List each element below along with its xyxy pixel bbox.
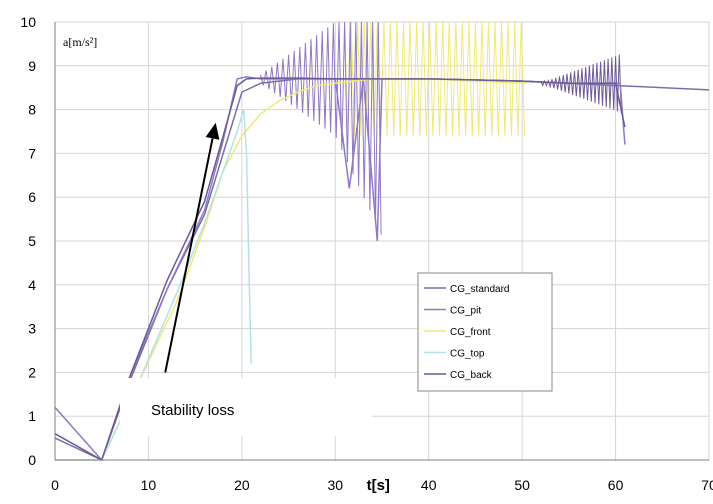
y-tick-labels: 0 1 2 3 4 5 6 7 8 9 10 [20,14,36,468]
y-tick-label: 0 [28,452,36,468]
x-tick-label: 50 [514,477,530,493]
x-tick-label: 20 [234,477,250,493]
x-tick-label: 70 [701,477,713,493]
x-axis-label: t[s] [367,477,390,494]
y-tick-label: 6 [28,189,36,205]
series-line-cg-back [54,77,626,462]
stability-loss-annotation: Stability loss [120,122,372,436]
y-tick-label: 4 [28,277,36,293]
y-tick-label: 3 [28,321,36,337]
y-tick-label: 7 [28,145,36,161]
y-tick-label: 1 [28,408,36,424]
x-tick-label: 0 [51,477,59,493]
x-tick-label: 30 [327,477,343,493]
annotation-arrow [164,138,214,373]
annotation-arrow-head [205,122,220,140]
x-tick-labels: 0 10 20 30 t[s] 40 50 60 70 [51,477,713,494]
x-tick-label: 10 [141,477,157,493]
legend: CG_standard CG_pit CG_front CG_top CG_back [417,272,553,392]
y-tick-label: 9 [28,58,36,74]
y-tick-label: 10 [20,14,36,30]
annotation-text: Stability loss [151,402,234,419]
legend-label: CG_front [450,327,491,338]
legend-label: CG_back [450,370,493,381]
x-tick-label: 40 [421,477,437,493]
legend-label: CG_pit [450,306,481,317]
y-axis-label: a[m/s²] [63,35,97,49]
legend-box [417,272,553,392]
y-tick-label: 5 [28,233,36,249]
axes [54,22,709,461]
y-tick-label: 8 [28,102,36,118]
annotation-backdrop [120,378,372,436]
y-tick-label: 2 [28,364,36,380]
legend-label: CG_top [450,349,485,360]
legend-label: CG_standard [450,284,509,295]
x-tick-label: 60 [608,477,624,493]
